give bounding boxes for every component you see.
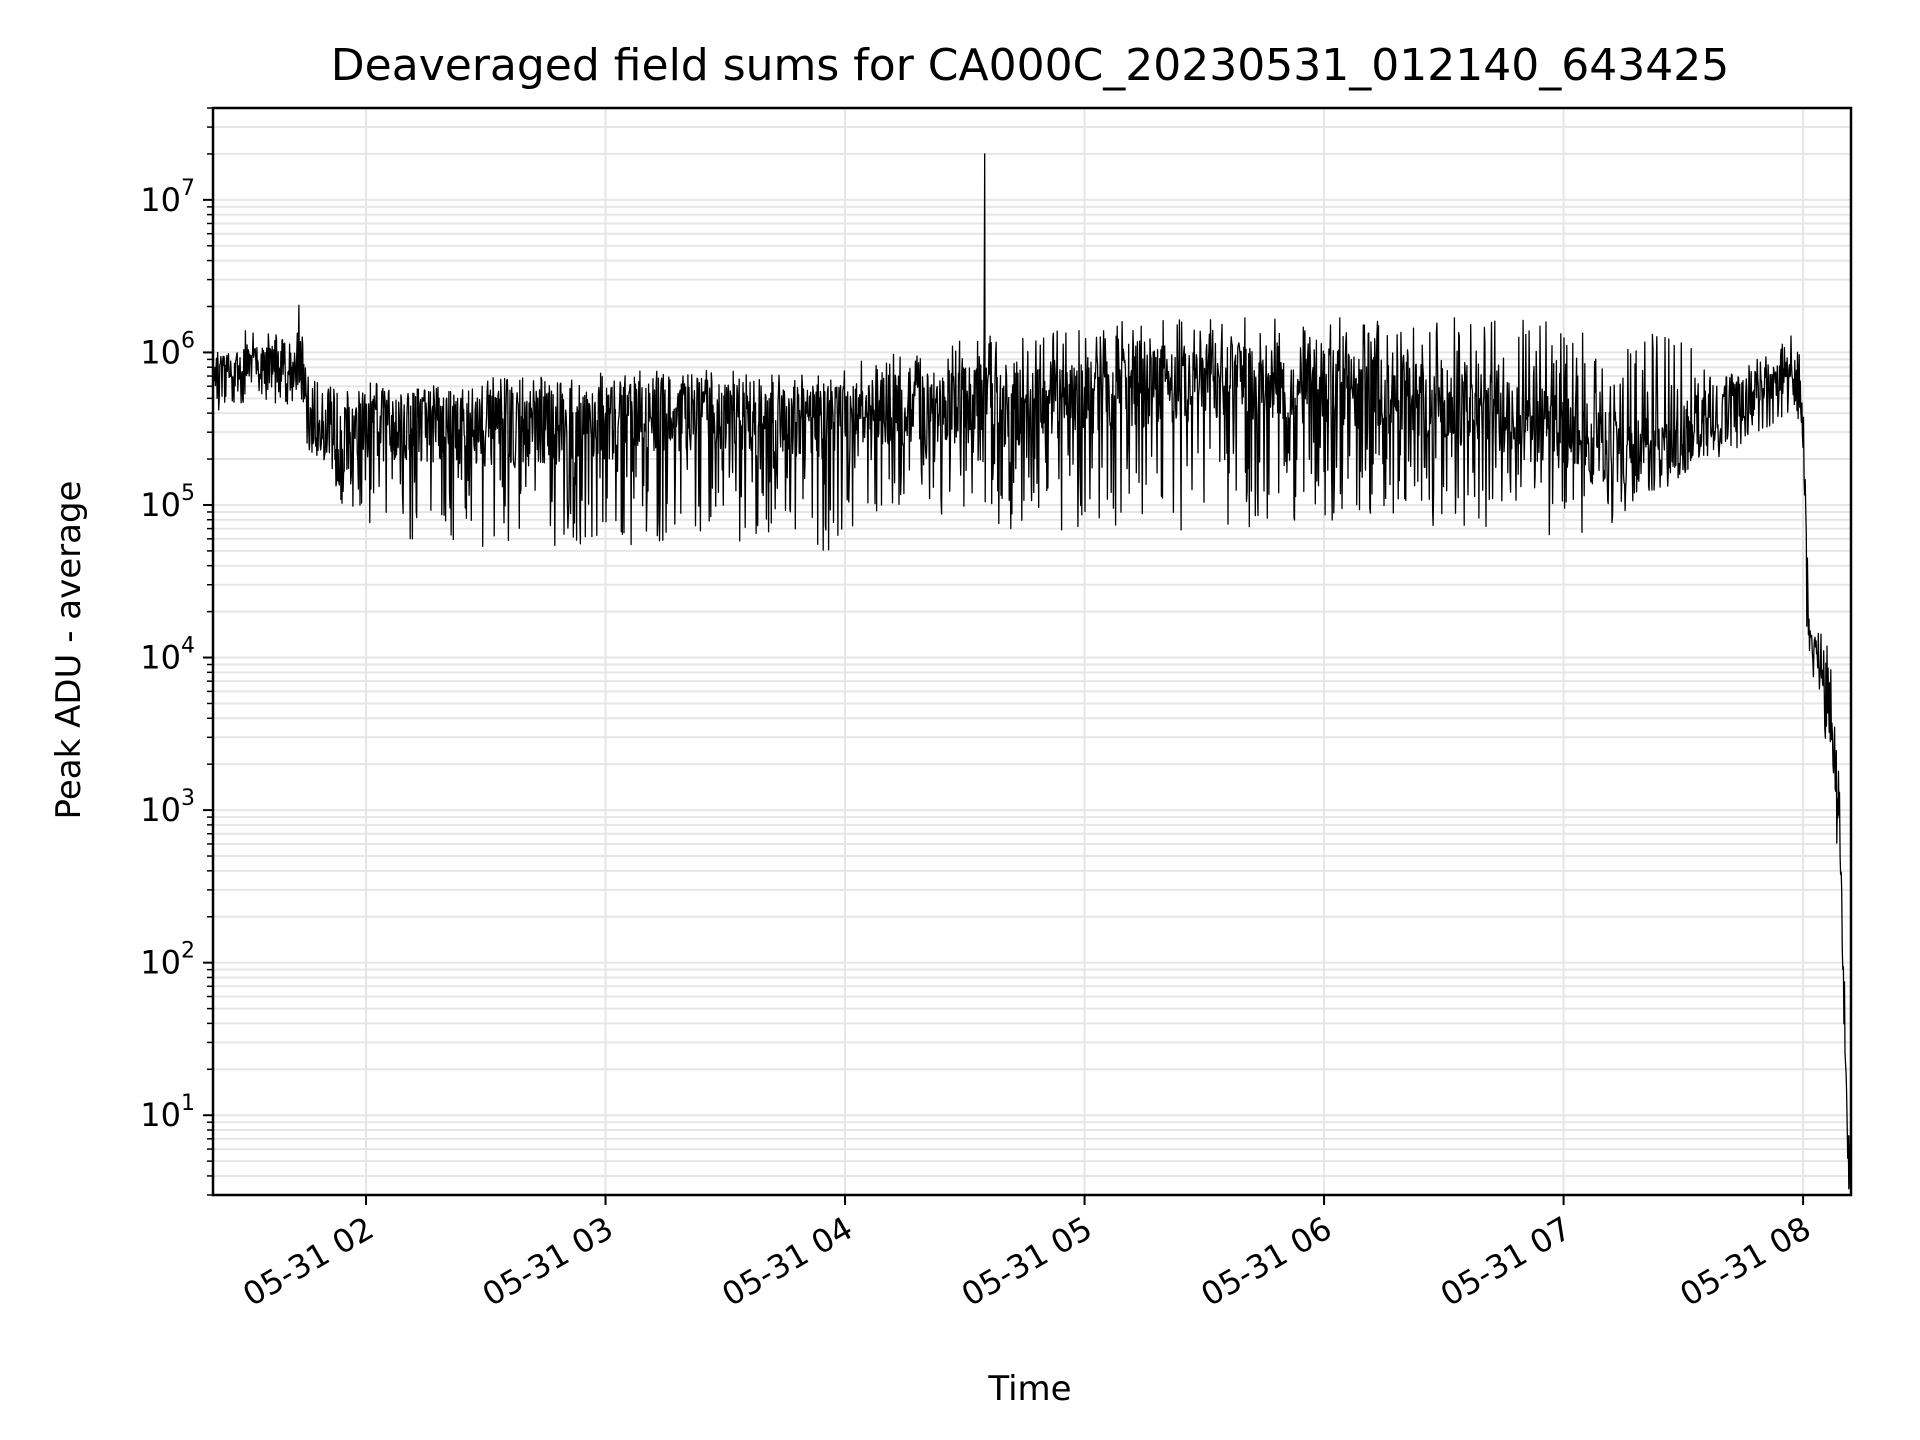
plot-frame (211, 106, 1853, 1197)
x-axis-label: Time (987, 1369, 1071, 1409)
y-tick-label: 103 (140, 786, 195, 829)
y-tick-label: 101 (140, 1091, 195, 1134)
series-line (213, 153, 1851, 1195)
y-tick-label: 105 (140, 481, 195, 524)
grid (213, 107, 1851, 1196)
y-tick-label: 106 (140, 328, 195, 371)
y-tick-label: 104 (140, 634, 195, 677)
y-tick-label: 107 (140, 176, 195, 219)
y-tick-label: 102 (140, 939, 195, 982)
plot-area (213, 153, 1851, 1195)
y-axis-label: Peak ADU - average (49, 481, 89, 820)
chart-title: Deaveraged field sums for CA000C_2023053… (331, 40, 1729, 91)
